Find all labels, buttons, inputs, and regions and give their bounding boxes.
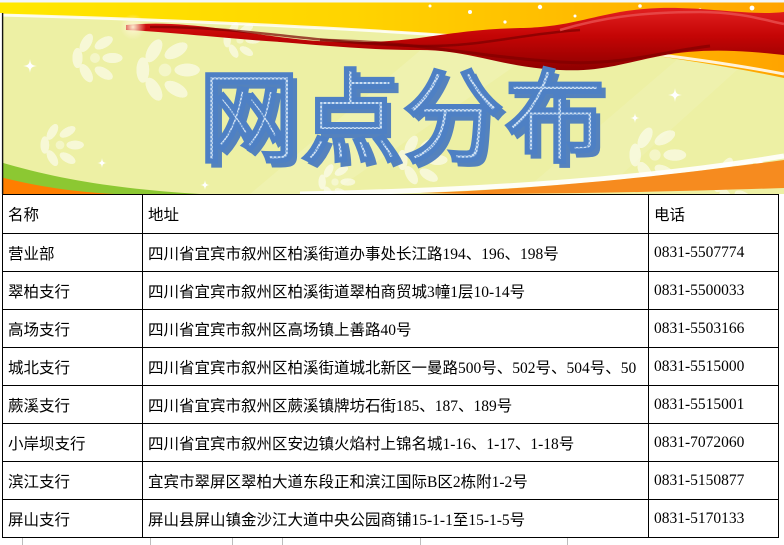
table-row: 翠柏支行 四川省宜宾市叙州区柏溪街道翠柏商贸城3幢1层10-14号 0831-5… [2,271,779,310]
banner-graphic: 网点分布 网点分布 [0,0,784,194]
branch-phone-cell: 0831-5150877 [648,461,779,500]
branch-address-cell: 四川省宜宾市叙州区柏溪街道城北新区一曼路500号、502号、504号、50 [142,347,649,386]
branch-address-cell: 四川省宜宾市叙州区柏溪街道办事处长江路194、196、198号 [142,233,649,272]
table-header-row: 名称 地址 电话 [2,194,779,234]
table-row: 屏山支行 屏山县屏山镇金沙江大道中央公园商铺15-1-1至15-1-5号 083… [2,499,779,538]
banner-title-shadow: 网点分布 [204,69,612,180]
branch-phone-cell: 0831-5170133 [648,499,779,538]
header-name: 名称 [2,194,143,234]
branch-phone-cell: 0831-5515001 [648,385,779,424]
header-address: 地址 [142,194,649,234]
branch-phone-cell: 0831-5515000 [648,347,779,386]
branch-address-cell: 四川省宜宾市叙州区柏溪街道翠柏商贸城3幢1层10-14号 [142,271,649,310]
table-row: 营业部 四川省宜宾市叙州区柏溪街道办事处长江路194、196、198号 0831… [2,233,779,272]
red-ribbon [120,7,784,71]
table-row: 蕨溪支行 四川省宜宾市叙州区蕨溪镇牌坊石街185、187、189号 0831-5… [2,385,779,424]
branch-address-cell: 四川省宜宾市叙州区安边镇火焰村上锦名城1-16、1-17、1-18号 [142,423,649,462]
left-margin [0,13,2,194]
branch-phone-cell: 0831-7072060 [648,423,779,462]
gridline-stub [22,538,23,545]
branch-name-cell: 屏山支行 [2,499,143,538]
gridline-stub [282,538,283,545]
branch-name-cell: 蕨溪支行 [2,385,143,424]
ribbon-tip-glow [120,14,146,40]
banner-title-text: 网点分布 [199,64,607,175]
table-row: 高场支行 四川省宜宾市叙州区高场镇上善路40号 0831-5503166 [2,309,779,348]
table-row: 滨江支行 宜宾市翠屏区翠柏大道东段正和滨江国际B区2栋附1-2号 0831-51… [2,461,779,500]
branch-name-cell: 滨江支行 [2,461,143,500]
orange-swoosh [420,160,784,194]
table-row: 小岸坝支行 四川省宜宾市叙州区安边镇火焰村上锦名城1-16、1-17、1-18号… [2,423,779,462]
branch-address-cell: 四川省宜宾市叙州区高场镇上善路40号 [142,309,649,348]
green-corner-curve [0,162,200,194]
top-edge-line [0,0,784,3]
branch-name-cell: 小岸坝支行 [2,423,143,462]
table-row: 城北支行 四川省宜宾市叙州区柏溪街道城北新区一曼路500号、502号、504号、… [2,347,779,386]
branch-phone-cell: 0831-5503166 [648,309,779,348]
branch-name-cell: 营业部 [2,233,143,272]
branch-address-cell: 宜宾市翠屏区翠柏大道东段正和滨江国际B区2栋附1-2号 [142,461,649,500]
ribbon-fold [319,38,711,65]
light-ray [520,40,770,194]
header-phone: 电话 [648,194,779,234]
branch-address-cell: 四川省宜宾市叙州区蕨溪镇牌坊石街185、187、189号 [142,385,649,424]
ribbon-body [126,7,784,71]
branch-address-cell: 屏山县屏山镇金沙江大道中央公园商铺15-1-1至15-1-5号 [142,499,649,538]
branches-table: 名称 地址 电话 营业部 四川省宜宾市叙州区柏溪街道办事处长江路194、196、… [2,194,779,538]
orange-corner-curve [0,177,115,194]
branch-name-cell: 高场支行 [2,309,143,348]
branch-name-cell: 翠柏支行 [2,271,143,310]
white-swoosh [299,153,784,194]
branch-name-cell: 城北支行 [2,347,143,386]
branch-phone-cell: 0831-5507774 [648,233,779,272]
gridline-stub [150,538,151,545]
ribbon-highlight [559,10,784,32]
gridline-stub [232,538,233,545]
gridline-stub [567,538,568,545]
banner: 网点分布 网点分布 [0,0,784,194]
branch-phone-cell: 0831-5500033 [648,271,779,310]
gridline-stub [420,538,421,545]
